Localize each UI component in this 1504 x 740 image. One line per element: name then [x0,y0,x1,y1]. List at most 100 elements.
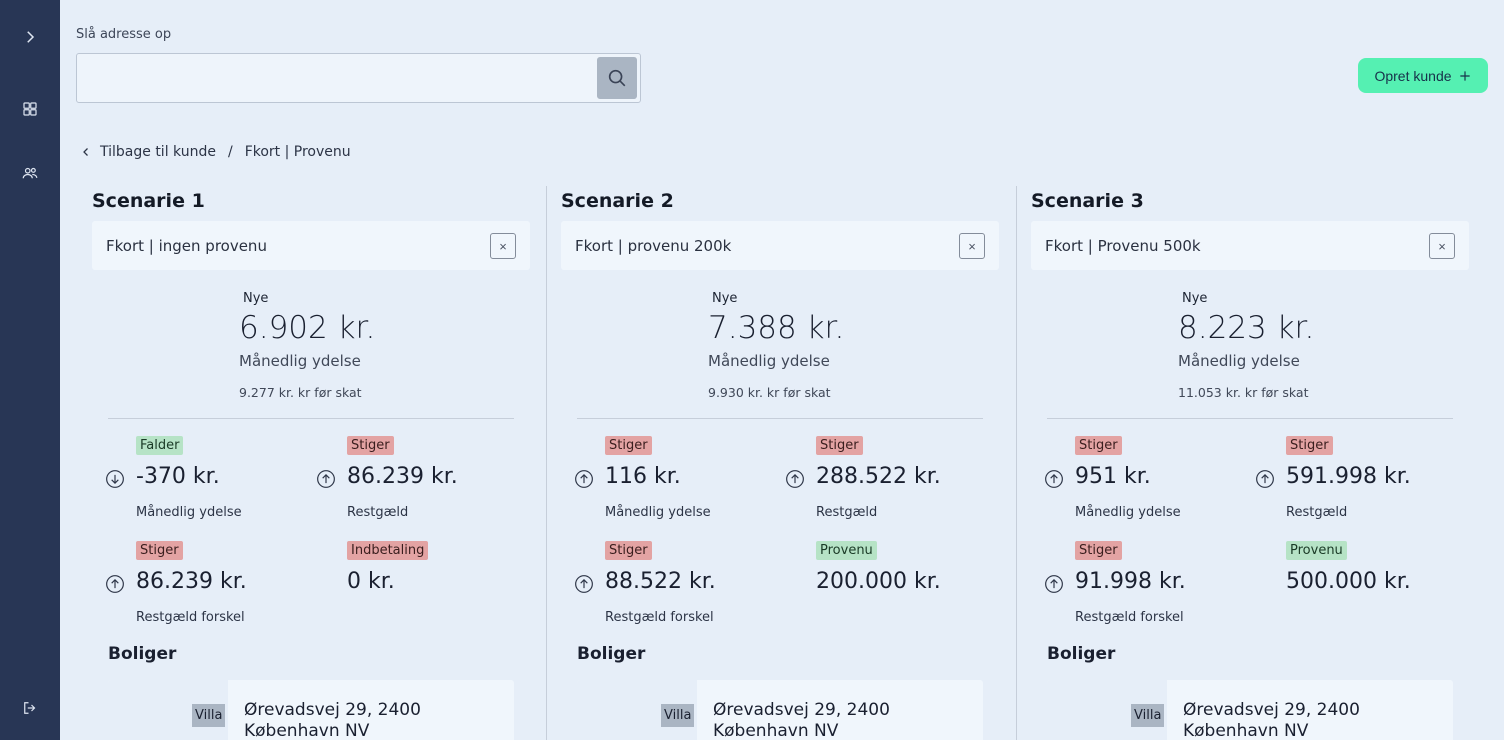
scenario-name: Fkort | Provenu 500k [1045,237,1201,255]
metric-value: -370 kr. [136,464,220,489]
metric-value: 591.998 kr. [1286,464,1411,489]
dashboard-grid-icon[interactable] [18,97,42,121]
metric-value: 951 kr. [1075,464,1151,489]
metric-label: Restgæld [1286,505,1348,520]
monthly-payment-label: Månedlig ydelse [1178,352,1300,370]
metric-label: Månedlig ydelse [136,505,242,520]
property-type-badge: Villa [661,704,695,727]
metric-badge: Stiger [1286,436,1333,455]
new-label: Nye [1182,291,1208,306]
scenario-column: Scenarie 3 Fkort | Provenu 500k × Nye 8.… [1016,186,1486,740]
scenario-name: Fkort | ingen provenu [106,237,267,255]
property-card[interactable]: Villa Ørevadsvej 29, 2400 København NV [577,680,983,740]
metric-value: 200.000 kr. [816,569,941,594]
search-input[interactable] [77,54,597,102]
chevron-right-icon[interactable] [18,25,42,49]
breadcrumb-current: Fkort | Provenu [244,144,351,160]
create-customer-button[interactable]: Opret kunde [1358,58,1488,93]
monthly-payment-label: Månedlig ydelse [239,352,361,370]
monthly-payment-value: 7.388 kr. [708,310,845,346]
pretax-amount: 11.053 kr. kr før skat [1178,385,1309,400]
house-icon [153,730,193,740]
scenario-name-box: Fkort | provenu 200k × [561,221,999,270]
metric-label: Restgæld forskel [1075,610,1184,625]
remove-scenario-button[interactable]: × [959,233,985,259]
property-type-badge: Villa [1131,704,1165,727]
search-field[interactable] [76,53,641,103]
property-image: Villa [577,680,697,740]
address-line-2: København NV [713,721,839,740]
address-line-1: Ørevadsvej 29, 2400 [244,700,421,720]
pretax-amount: 9.277 kr. kr før skat [239,385,362,400]
direction-icon [1256,470,1274,488]
metric-label: Restgæld forskel [136,610,245,625]
direction-icon [575,575,593,593]
monthly-payment-value: 8.223 kr. [1178,310,1315,346]
new-label: Nye [243,291,269,306]
property-card[interactable]: Villa Ørevadsvej 29, 2400 København NV [1047,680,1453,740]
scenario-title: Scenarie 3 [1031,190,1144,212]
back-link[interactable]: Tilbage til kunde [80,144,216,160]
scenario-title: Scenarie 2 [561,190,674,212]
address-line-2: København NV [1183,721,1309,740]
search-button[interactable] [597,57,637,99]
chevron-left-icon [83,148,88,156]
close-icon: × [968,238,976,254]
properties-heading: Boliger [108,644,177,664]
close-icon: × [1438,238,1446,254]
divider [1047,418,1453,419]
users-icon[interactable] [18,161,42,185]
logout-icon[interactable] [18,696,42,720]
close-icon: × [499,238,507,254]
metric-badge: Stiger [605,541,652,560]
metric-value: 500.000 kr. [1286,569,1411,594]
metric-value: 0 kr. [347,569,395,594]
metric-label: Restgæld [347,505,409,520]
back-link-label: Tilbage til kunde [100,144,216,160]
monthly-payment-label: Månedlig ydelse [708,352,830,370]
metric-badge: Indbetaling [347,541,429,560]
metric-badge: Stiger [1075,436,1122,455]
house-icon [622,730,662,740]
direction-icon [317,470,335,488]
search-icon [608,69,626,87]
sidebar [0,0,60,740]
property-address: Ørevadsvej 29, 2400 København NV [713,700,890,740]
property-address: Ørevadsvej 29, 2400 København NV [1183,700,1360,740]
property-image: Villa [108,680,228,740]
metric-label: Månedlig ydelse [605,505,711,520]
direction-icon [1045,470,1063,488]
direction-icon [106,575,124,593]
house-icon [1092,730,1132,740]
search-label: Slå adresse op [76,27,172,42]
plus-icon [1459,70,1470,81]
properties-heading: Boliger [1047,644,1116,664]
scenario-column: Scenarie 1 Fkort | ingen provenu × Nye 6… [78,186,548,740]
metric-value: 288.522 kr. [816,464,941,489]
scenario-column: Scenarie 2 Fkort | provenu 200k × Nye 7.… [546,186,1016,740]
divider [108,418,514,419]
remove-scenario-button[interactable]: × [490,233,516,259]
metric-badge: Falder [136,436,184,455]
metric-badge: Provenu [1286,541,1347,560]
property-address: Ørevadsvej 29, 2400 København NV [244,700,421,740]
scenario-name-box: Fkort | ingen provenu × [92,221,530,270]
metric-value: 86.239 kr. [347,464,458,489]
metric-label: Restgæld [816,505,878,520]
direction-icon [1045,575,1063,593]
pretax-amount: 9.930 kr. kr før skat [708,385,831,400]
metric-label: Restgæld forskel [605,610,714,625]
property-card[interactable]: Villa Ørevadsvej 29, 2400 København NV [108,680,514,740]
address-line-1: Ørevadsvej 29, 2400 [1183,700,1360,720]
scenario-title: Scenarie 1 [92,190,205,212]
breadcrumb: Tilbage til kunde / Fkort | Provenu [80,144,351,160]
metric-badge: Stiger [605,436,652,455]
address-line-1: Ørevadsvej 29, 2400 [713,700,890,720]
direction-icon [106,470,124,488]
new-label: Nye [712,291,738,306]
properties-heading: Boliger [577,644,646,664]
monthly-payment-value: 6.902 kr. [239,310,376,346]
metric-badge: Provenu [816,541,877,560]
metric-value: 86.239 kr. [136,569,247,594]
remove-scenario-button[interactable]: × [1429,233,1455,259]
